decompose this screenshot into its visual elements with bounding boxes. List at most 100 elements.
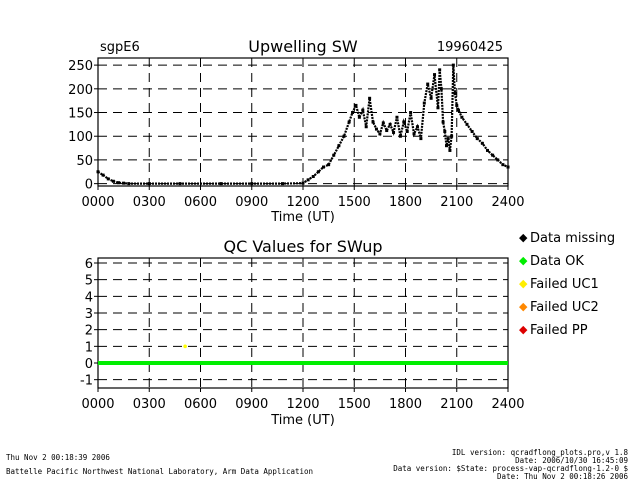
top-data-point <box>402 120 406 124</box>
top-data-point <box>322 165 325 169</box>
top-data-point <box>426 82 430 86</box>
top-data-point <box>374 127 378 131</box>
top-y-tick-label: 150 <box>68 107 93 122</box>
top-data-point <box>450 134 454 138</box>
top-series-line <box>97 65 509 185</box>
top-data-point <box>429 96 433 100</box>
top-data-point <box>381 121 385 125</box>
bottom-y-tick-label: 6 <box>85 257 93 272</box>
top-data-point <box>354 103 358 107</box>
top-x-tick-label: 0300 <box>133 195 166 210</box>
qc-data-point-1 <box>183 344 187 349</box>
top-data-point <box>455 103 459 107</box>
top-data-point <box>470 129 474 133</box>
legend-item: ◆ Failed UC1 <box>519 277 599 292</box>
top-data-point <box>311 175 315 179</box>
bottom-plot-frame <box>97 257 509 389</box>
legend-symbol: ◆ <box>519 300 528 313</box>
top-data-point <box>178 182 182 186</box>
top-data-point <box>419 137 423 141</box>
legend-item: ◆ Failed PP <box>519 323 588 338</box>
top-data-point <box>422 101 426 105</box>
footer-idl-date: Date: 2006/10/30 16:45:09 <box>515 456 628 465</box>
top-data-point <box>147 182 151 186</box>
top-x-tick-label: 0900 <box>235 195 268 210</box>
top-data-point <box>106 177 110 181</box>
top-data-point <box>337 144 341 148</box>
top-data-point <box>501 163 505 167</box>
top-data-point <box>117 181 120 185</box>
top-data-point <box>361 108 365 112</box>
top-data-point <box>475 137 479 141</box>
legend-label: Data missing <box>530 231 615 246</box>
top-data-point <box>409 111 413 115</box>
top-data-point <box>398 134 402 138</box>
top-data-point <box>436 106 440 110</box>
top-data-point <box>281 182 284 186</box>
top-data-point <box>486 148 489 152</box>
top-x-tick-label: 1200 <box>286 195 319 210</box>
top-data-point <box>412 132 416 136</box>
top-data-point <box>392 130 396 134</box>
legend-item: ◆ Data OK <box>519 254 584 269</box>
bottom-x-tick-label: 2100 <box>440 397 473 412</box>
top-data-point <box>127 182 131 186</box>
top-data-point <box>438 68 442 72</box>
top-y-tick-label: 100 <box>68 130 93 145</box>
bottom-y-tick-label: 1 <box>85 340 93 355</box>
top-data-point <box>480 141 484 145</box>
bottom-x-tick-label: 0900 <box>235 397 268 412</box>
top-data-point <box>491 153 495 157</box>
bottom-x-tick-label: 2400 <box>491 397 524 412</box>
bottom-x-tick-label: 1800 <box>389 397 422 412</box>
top-data-point <box>415 125 419 129</box>
top-data-point <box>342 134 346 138</box>
top-data-point <box>496 158 500 162</box>
top-data-point <box>96 170 100 174</box>
top-data-point <box>456 108 460 112</box>
top-data-point <box>327 163 331 167</box>
top-data-point <box>460 115 464 119</box>
top-data-point <box>439 87 443 91</box>
legend-symbol: ◆ <box>519 323 528 336</box>
top-data-point <box>101 173 105 177</box>
site-label: sgpE6 <box>100 40 140 55</box>
top-data-point <box>405 129 409 133</box>
top-data-point <box>122 181 126 185</box>
legend-item: ◆ Failed UC2 <box>519 300 599 315</box>
top-data-point <box>433 73 437 77</box>
top-data-point <box>395 115 399 119</box>
footer: Thu Nov 2 00:18:39 2006 Battelle Pacific… <box>6 448 628 480</box>
top-y-tick-label: 250 <box>68 59 93 74</box>
legend-label: Failed UC1 <box>530 277 599 292</box>
top-x-axis-label: Time (UT) <box>270 210 335 225</box>
legend-symbol: ◆ <box>519 231 528 244</box>
footer-timestamp: Thu Nov 2 00:18:39 2006 <box>6 453 110 462</box>
top-data-point <box>301 181 305 185</box>
top-data-point <box>332 153 336 157</box>
top-chart-title: Upwelling SW <box>248 37 358 56</box>
legend: ◆ Data missing ◆ Data OK ◆ Failed UC1 ◆ … <box>519 231 615 338</box>
legend-item: ◆ Data missing <box>519 231 615 246</box>
bottom-x-tick-label: 0000 <box>81 397 114 412</box>
bottom-x-tick-label: 0300 <box>133 397 166 412</box>
bottom-y-tick-label: 2 <box>85 324 93 339</box>
top-x-tick-label: 0000 <box>81 195 114 210</box>
top-x-tick-label: 1800 <box>389 195 422 210</box>
top-data-point <box>446 137 450 141</box>
top-data-point <box>448 148 452 152</box>
top-data-point <box>111 179 115 183</box>
top-x-tick-label: 2100 <box>440 195 473 210</box>
legend-label: Failed UC2 <box>530 300 599 315</box>
top-data-point <box>364 125 368 129</box>
footer-data-version: Data version: $State: process-vap-qcradf… <box>393 464 628 473</box>
footer-lab: Battelle Pacific Northwest National Labo… <box>6 467 313 476</box>
top-plot-frame <box>97 57 509 187</box>
legend-label: Data OK <box>530 254 584 269</box>
top-data-point <box>306 178 310 182</box>
bottom-y-tick-label: 0 <box>85 357 93 372</box>
top-data-point <box>506 165 510 169</box>
top-data-point <box>378 132 382 136</box>
